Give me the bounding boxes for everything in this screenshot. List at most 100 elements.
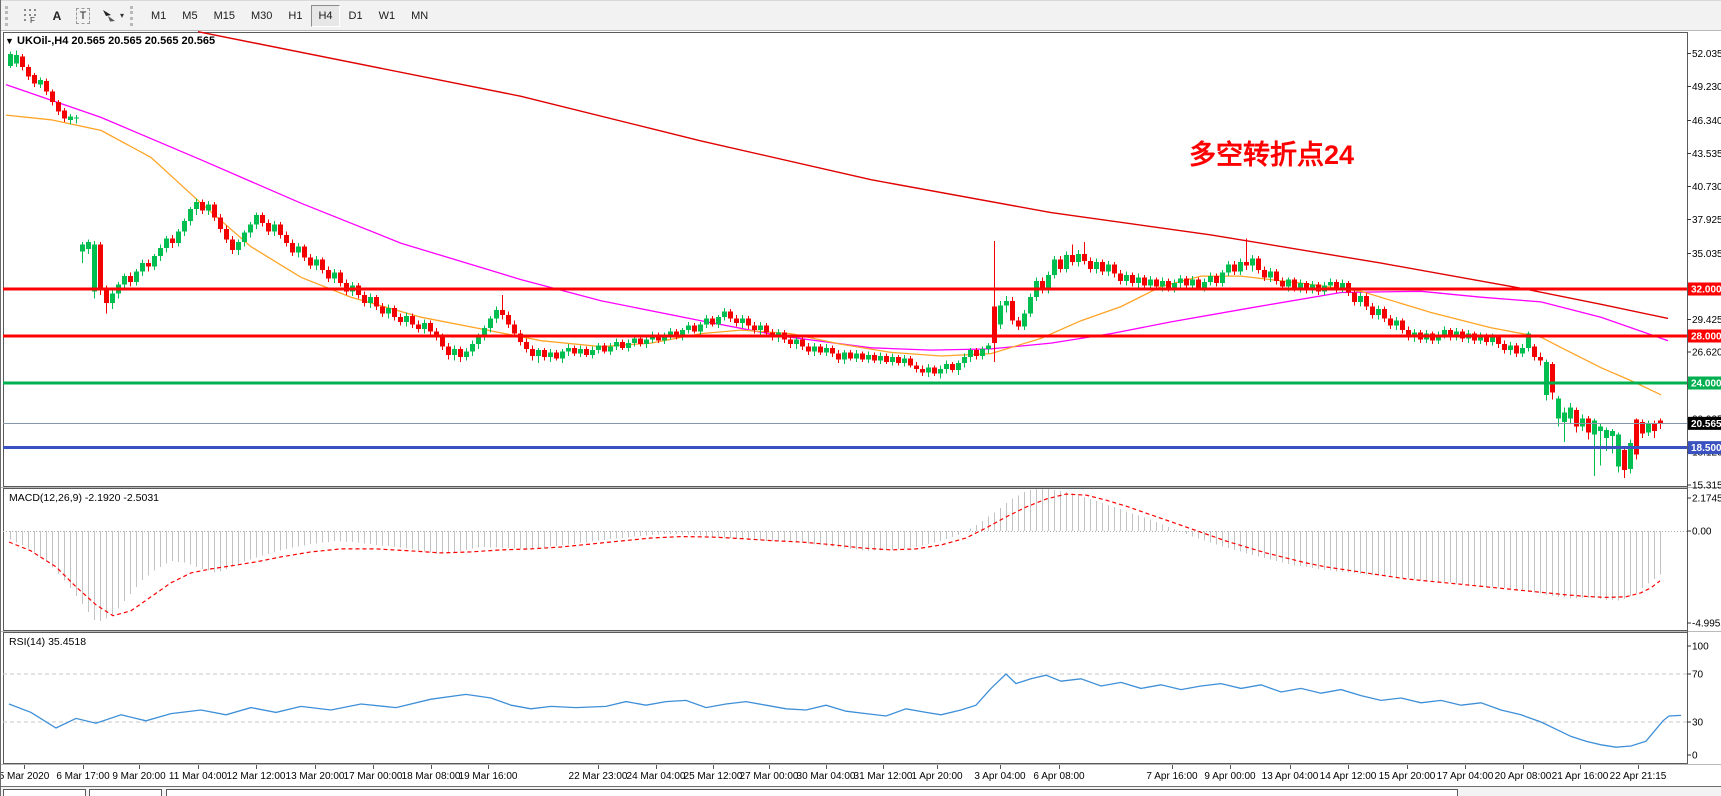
axis-label: 15.315 (1692, 481, 1721, 492)
candle-body (992, 306, 997, 344)
candle-body (1406, 330, 1411, 338)
annotation-text[interactable]: 多空转折点24 (1189, 139, 1354, 170)
candle-body (1124, 274, 1129, 281)
grid-template-icon[interactable]: F (19, 5, 43, 27)
candle-body (1454, 331, 1459, 338)
text-label-icon[interactable]: T (71, 5, 95, 27)
timeframe-button-m30[interactable]: M30 (250, 9, 273, 22)
candle-body (422, 323, 427, 329)
candle-body (1286, 279, 1291, 287)
candle-body (632, 338, 637, 344)
rsi-layer[interactable]: RSI(14) 35.4518 (3, 636, 1687, 748)
candle-body (524, 341, 529, 349)
candle-body (92, 244, 97, 292)
candle-body (848, 352, 853, 359)
timeframe-button-h4[interactable]: H4 (311, 4, 340, 27)
candle-body (380, 306, 385, 314)
toolbar-drag-handle[interactable] (5, 5, 12, 26)
candles-layer (8, 50, 1663, 479)
trendline[interactable] (197, 31, 1669, 320)
macd-histogram (10, 489, 1661, 622)
candle-body (1490, 337, 1495, 342)
chart-dropdown-icon[interactable]: ▼ (5, 36, 14, 46)
chart-tab-1[interactable] (89, 789, 162, 796)
chart-tab-2[interactable] (166, 789, 1458, 796)
main-panel[interactable] (3, 32, 1688, 487)
candle-body (1130, 274, 1135, 284)
candle-body (554, 352, 559, 359)
timeline-label: 17 Apr 04:00 (1437, 771, 1494, 782)
timeframe-button-m5[interactable]: M5 (182, 9, 198, 22)
candle-body (1106, 264, 1111, 272)
candle-body (626, 343, 631, 348)
candle-body (398, 317, 403, 322)
timeline-label: 1 Apr 20:00 (911, 771, 963, 782)
candle-body (242, 232, 247, 242)
cursor-modes-icon[interactable] (97, 5, 121, 27)
candle-body (392, 307, 397, 318)
candle-body (1556, 398, 1561, 419)
candle-body (1232, 264, 1237, 272)
macd-panel[interactable] (3, 488, 1688, 631)
timeframe-button-h1[interactable]: H1 (288, 9, 303, 22)
candle-body (1340, 283, 1345, 289)
timeframe-button-m1[interactable]: M1 (151, 9, 167, 22)
rsi-panel[interactable] (3, 632, 1688, 764)
candle-body (1646, 424, 1651, 433)
font-icon[interactable]: A (52, 8, 62, 23)
candle-body (1592, 420, 1597, 435)
candle-body (458, 348, 463, 358)
candle-body (266, 223, 271, 232)
candle-body (890, 357, 895, 362)
candle-body (452, 348, 457, 355)
main-chart-layer[interactable]: ▼ UKOil-,H4 20.565 20.565 20.565 20.565 多空… (3, 31, 1687, 479)
candle-body (1052, 259, 1057, 275)
candle-body (1574, 410, 1579, 427)
rsi-axis-label: 30 (1692, 718, 1704, 729)
candle-body (830, 347, 835, 354)
ma-slow-line (5, 83, 1669, 351)
candle-body (608, 346, 613, 352)
timeframe-button-mn[interactable]: MN (411, 9, 429, 22)
candle-body (1028, 297, 1033, 314)
candle-body (1328, 281, 1333, 286)
macd-layer[interactable]: MACD(12,26,9) -2.1920 -2.5031 (3, 489, 1687, 622)
timeline[interactable]: 5 Mar 2020 6 Mar 17:00 9 Mar 20:00 11 Mar 0… (1, 765, 1667, 782)
candle-body (530, 348, 535, 356)
cursor-modes-dropdown-icon[interactable]: ▾ (120, 11, 125, 20)
candle-body (884, 355, 889, 362)
axis-label: 46.340 (1692, 116, 1721, 127)
toolbar-drag-handle[interactable] (130, 5, 137, 26)
chart-tab-0[interactable] (3, 789, 86, 796)
candle-body (1640, 421, 1645, 434)
candle-body (1364, 296, 1369, 307)
macd-axis-label: 2.1745 (1692, 494, 1721, 505)
candle-body (128, 276, 133, 282)
candle-body (614, 341, 619, 347)
candle-body (1502, 344, 1507, 351)
candle-body (8, 54, 13, 66)
rsi-line (8, 673, 1682, 748)
candle-body (998, 305, 1003, 325)
candle-body (1508, 345, 1513, 351)
timeline-label: 11 Mar 04:00 (169, 771, 228, 782)
timeline-label: 12 Mar 12:00 (227, 771, 286, 782)
candle-body (662, 336, 667, 341)
timeframe-button-m15[interactable]: M15 (213, 9, 235, 22)
candle-body (176, 231, 181, 244)
candle-body (1376, 308, 1381, 315)
candle-body (98, 244, 103, 289)
candle-body (134, 271, 139, 282)
candle-body (734, 318, 739, 324)
timeframe-button-w1[interactable]: W1 (378, 9, 396, 22)
timeframe-button-d1[interactable]: D1 (348, 9, 363, 22)
candle-body (878, 355, 883, 361)
candle-body (746, 318, 751, 326)
candle-body (1208, 276, 1213, 282)
timeline-label: 25 Mar 12:00 (684, 771, 743, 782)
price-axis[interactable]: 23.73020.92518.12052.03549.23046.34043.5… (1687, 32, 1721, 763)
bid-price-badge (1688, 416, 1721, 430)
candle-body (56, 102, 61, 112)
candle-body (296, 246, 301, 253)
